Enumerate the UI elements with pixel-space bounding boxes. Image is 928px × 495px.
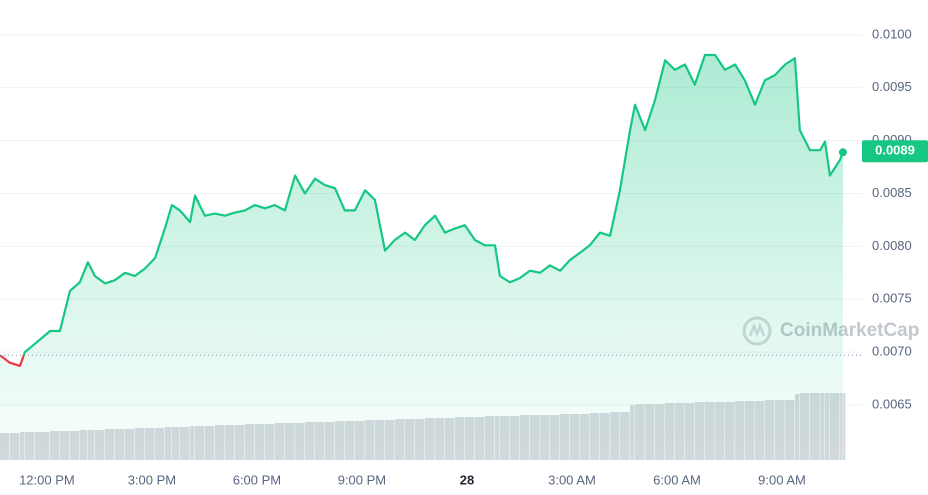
y-tick-label: 0.0080 [872,238,912,253]
y-tick-label: 0.0100 [872,26,912,41]
y-tick-label: 0.0085 [872,185,912,200]
y-tick-label: 0.0075 [872,291,912,306]
x-tick-label: 6:00 AM [653,472,701,487]
x-tick-label: 3:00 PM [128,472,176,487]
x-tick-label: 28 [460,472,474,487]
x-tick-label: 12:00 PM [19,472,75,487]
price-tag-label: 0.0089 [875,143,915,158]
y-tick-label: 0.0070 [872,344,912,359]
last-point [838,148,847,157]
price-line [0,53,844,367]
y-tick-label: 0.0065 [872,396,912,411]
price-area [0,55,843,460]
x-tick-label: 6:00 PM [233,472,281,487]
x-tick-label: 3:00 AM [548,472,596,487]
x-tick-label: 9:00 AM [758,472,806,487]
volume-bar [842,393,846,460]
x-tick-label: 9:00 PM [338,472,386,487]
price-tag [862,140,928,163]
y-tick-label: 0.0095 [872,79,912,94]
